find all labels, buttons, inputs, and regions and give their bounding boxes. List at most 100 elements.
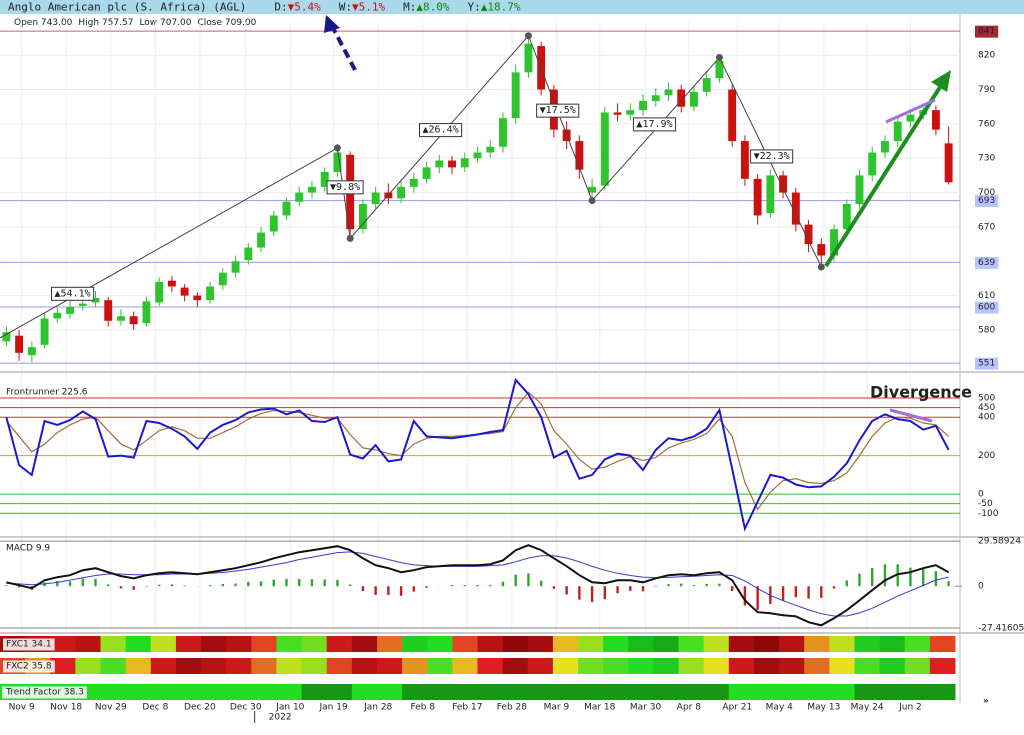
candle-body <box>677 89 686 107</box>
label-box <box>3 638 55 651</box>
histogram-bar <box>794 586 798 598</box>
heat-cell <box>175 658 202 674</box>
heat-cell <box>929 658 956 674</box>
y-tick-label: 500 <box>978 393 995 403</box>
x-tick-label: Nov 18 <box>50 703 82 713</box>
heat-cell <box>879 658 906 674</box>
histogram-bar <box>743 586 747 606</box>
histogram-bar <box>590 586 594 603</box>
heat-cell <box>703 684 730 700</box>
candle-body <box>690 91 698 107</box>
change-value: ▼5.1% <box>352 1 385 14</box>
histogram-bar <box>412 586 416 592</box>
heat-cell <box>150 684 177 700</box>
histogram-bar <box>387 586 390 595</box>
heat-cell <box>603 684 629 700</box>
heat-cell <box>829 684 855 700</box>
heat-cell <box>879 636 906 652</box>
heat-cell <box>653 684 680 700</box>
divergence-line <box>885 98 936 124</box>
histogram-bar <box>756 586 759 610</box>
candle-body <box>78 303 87 306</box>
candle-body <box>588 186 597 193</box>
heat-cell <box>452 636 478 652</box>
candle-body <box>104 300 113 321</box>
label-box <box>750 149 794 164</box>
heat-cell <box>50 636 76 652</box>
heat-cell <box>552 658 579 674</box>
heat-cell <box>578 636 604 652</box>
heat-cell <box>628 684 654 700</box>
heat-cell <box>201 636 227 652</box>
macd-line <box>6 544 950 627</box>
candle-body <box>931 110 940 130</box>
ohlc-text: Open 743.00 High 757.57 Low 707.00 Close 70… <box>14 18 257 28</box>
candle-body <box>702 78 711 92</box>
candle-body <box>244 247 253 261</box>
histogram-bar <box>221 583 225 587</box>
heat-cell <box>175 684 202 700</box>
label-box <box>632 117 677 132</box>
heat-cell <box>251 684 277 700</box>
panel-title: MACD 9.9 <box>6 544 50 554</box>
panel-title: Frontrunner 225.6 <box>6 388 88 398</box>
change-label: W: <box>339 1 352 14</box>
histogram-bar <box>170 584 174 587</box>
candle-body <box>231 261 240 273</box>
heat-cell <box>351 684 378 700</box>
histogram-bar <box>781 586 785 601</box>
x-tick-label: Apr 8 <box>677 703 701 713</box>
histogram-bar <box>68 581 72 587</box>
candle-body <box>53 312 62 319</box>
x-tick-label: Apr 21 <box>722 703 752 713</box>
x-tick-label: Feb 28 <box>497 703 528 713</box>
x-tick-label: Jan 19 <box>319 703 348 713</box>
heat-cell <box>276 636 303 652</box>
heat-cell <box>251 636 277 652</box>
candle-body <box>651 95 660 101</box>
heat-cell <box>376 684 403 700</box>
blue-arrow-head <box>324 15 340 33</box>
heat-cell <box>854 684 881 700</box>
histogram-bar <box>247 581 250 587</box>
heat-cell <box>753 684 780 700</box>
x-tick-label: Mar 18 <box>584 703 616 713</box>
candle-body <box>269 215 278 232</box>
candle-body <box>27 347 36 356</box>
histogram-bar <box>858 573 861 587</box>
histogram-bar <box>832 586 836 589</box>
heat-cell <box>678 636 705 652</box>
candle-body <box>371 192 380 205</box>
histogram-bar <box>680 583 683 587</box>
label-box <box>975 25 999 38</box>
candle-body <box>448 160 456 168</box>
y-tick-label: -27.41605 <box>978 624 1024 634</box>
y-tick-label: 700 <box>978 188 995 198</box>
x-tick-label: Dec 8 <box>142 703 168 713</box>
scroll-icon[interactable]: » <box>983 697 989 707</box>
y-tick-label: 0 <box>978 490 984 500</box>
candle-body <box>804 224 813 245</box>
candle-body <box>409 178 418 187</box>
x-tick-label: Mar 30 <box>630 703 662 713</box>
change-label: D: <box>274 1 287 14</box>
histogram-bar <box>310 579 314 587</box>
x-tick-label: Dec 30 <box>230 703 262 713</box>
heat-cell <box>276 684 303 700</box>
candle-body <box>435 160 444 168</box>
heat-cell <box>904 658 931 674</box>
heat-cell <box>628 658 654 674</box>
heat-cell <box>904 684 931 700</box>
histogram-bar <box>845 580 848 587</box>
ohlc-value: Open 743.00 <box>14 18 73 28</box>
y-tick-label: 29.58924 <box>978 537 1021 547</box>
annotation: Divergence <box>870 383 972 402</box>
label-box <box>975 195 999 208</box>
candle-body <box>473 152 482 159</box>
heat-cell <box>527 636 554 652</box>
heat-cell <box>351 636 378 652</box>
heat-cell <box>125 636 152 652</box>
histogram-bar <box>705 583 708 587</box>
x-tick-label: May 13 <box>807 703 840 713</box>
green-arrow-head <box>931 70 951 92</box>
